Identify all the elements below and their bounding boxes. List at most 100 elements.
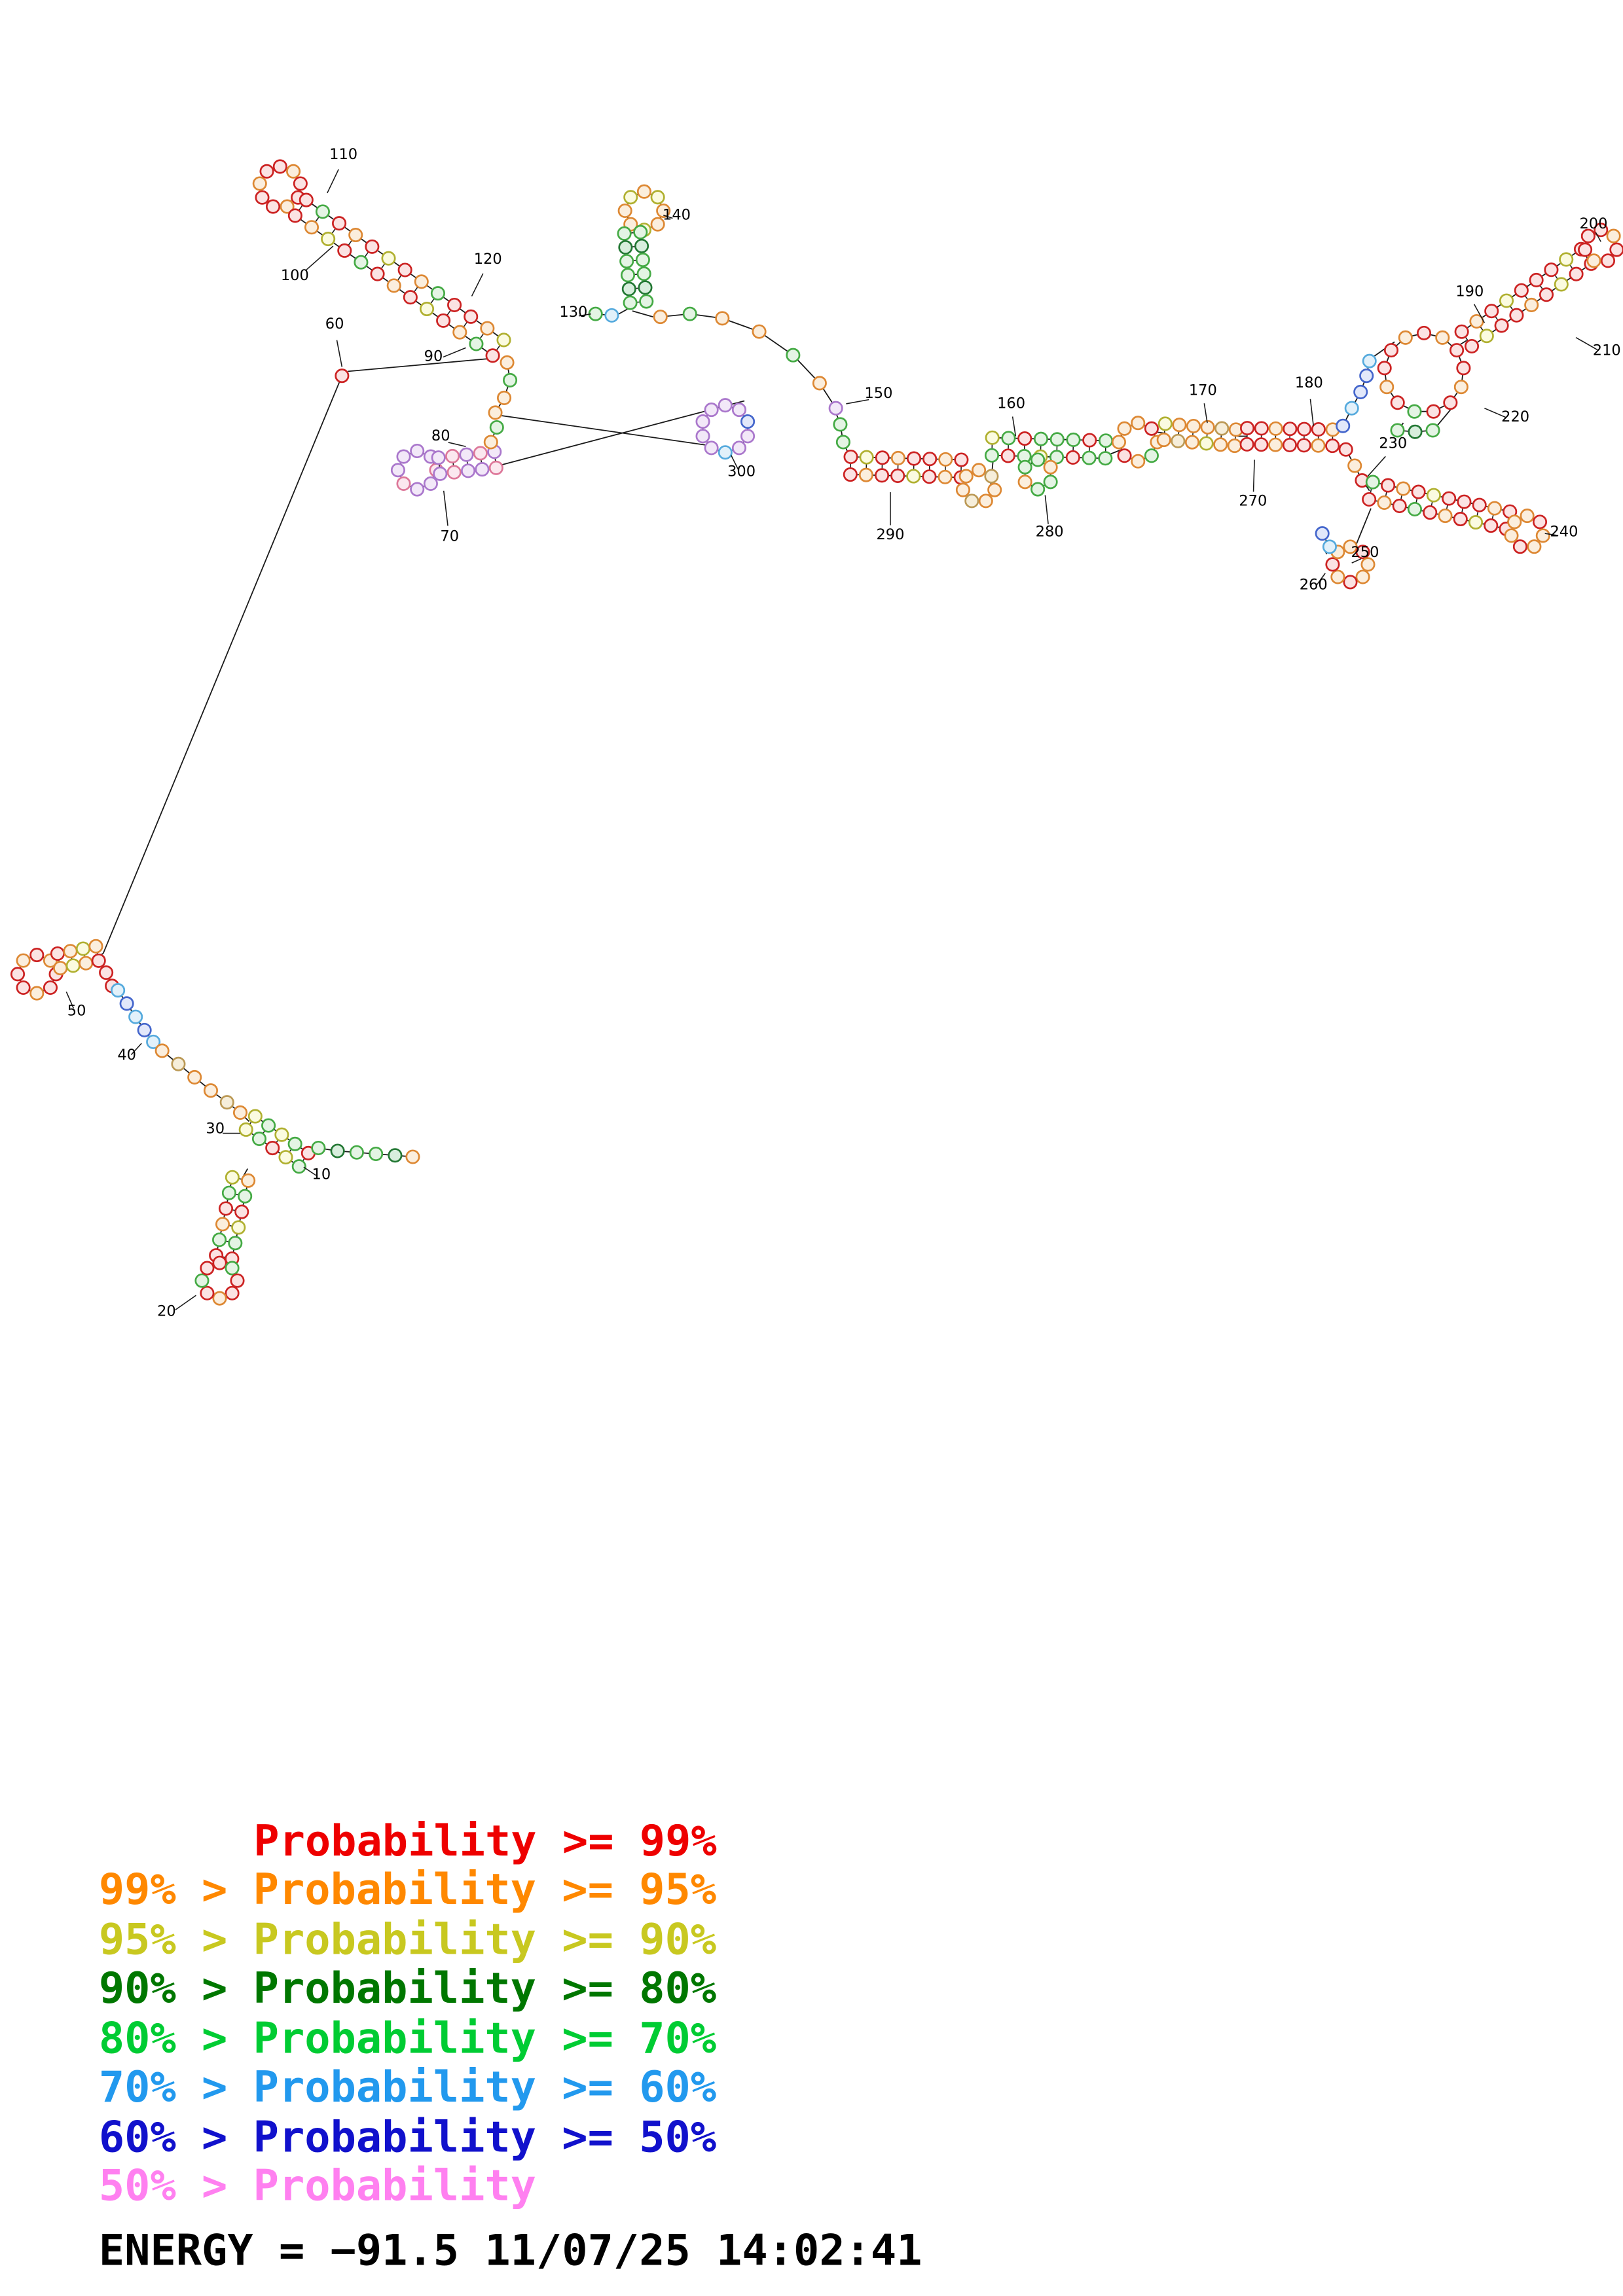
nucleotide-dot [623,190,638,205]
nucleotide-dot [228,1236,243,1251]
position-label: 220 [1501,408,1529,425]
nucleotide-dot [1398,330,1413,345]
nucleotide-dot [650,190,665,205]
position-label: 60 [325,315,344,332]
nucleotide-dot [639,294,654,309]
nucleotide-dot [203,1083,219,1098]
position-label: 260 [1300,577,1328,594]
nucleotide-dot [238,1189,253,1204]
nucleotide-dot [828,401,843,416]
nucleotide-dot [332,216,347,231]
position-label: 240 [1550,524,1578,541]
nucleotide-dot [497,390,512,405]
nucleotide-dot [1512,539,1527,554]
nucleotide-dot [938,452,953,467]
nucleotide-dot [1377,495,1392,511]
nucleotide-dot [1098,451,1113,466]
nucleotide-dot [234,1204,249,1219]
nucleotide-dot [1268,421,1283,436]
nucleotide-dot [488,405,503,420]
nucleotide-dot [1315,526,1330,541]
nucleotide-dot [272,159,287,174]
nucleotide-dot [403,290,418,305]
nucleotide-dot [704,403,719,418]
nucleotide-dot [1240,421,1255,436]
nucleotide-dot [410,443,425,459]
nucleotide-dot [1365,475,1380,490]
nucleotide-dot [1268,437,1283,452]
nucleotide-dot [1435,330,1450,345]
nucleotide-dot [349,1145,364,1160]
nucleotide-dot [370,266,385,281]
nucleotide-dot [958,469,974,484]
nucleotide-dot [1600,253,1616,268]
nucleotide-dot [1529,272,1544,287]
nucleotide-dot [414,274,429,289]
legend-entry-below: 50% > Probability [99,2161,536,2211]
nucleotide-dot [1535,528,1550,543]
nucleotide-dot [321,232,336,247]
nucleotide-dot [137,1022,152,1037]
nucleotide-dot [436,313,451,328]
nucleotide-dot [1383,343,1399,358]
nucleotide-dot [1438,508,1453,524]
position-label: 210 [1593,342,1621,359]
nucleotide-dot [53,961,68,976]
nucleotide-dot [1144,448,1159,463]
nucleotide-dot [890,450,905,465]
nucleotide-dot [1030,452,1046,467]
helix-element [617,224,654,310]
nucleotide-dot [1524,297,1539,312]
chain-element [653,306,843,416]
nucleotide-dot [1532,514,1548,529]
nucleotide-dot [1362,492,1377,507]
nucleotide-dot [835,435,850,450]
nucleotide-dot [954,452,969,467]
nucleotide-dot [1464,338,1480,354]
nucleotide-dot [1450,343,1465,358]
nucleotide-dot [265,1141,280,1156]
nucleotide-dot [16,980,31,996]
loop-element [1111,416,1165,469]
nucleotide-dot [1355,569,1370,584]
nucleotide-dot [91,953,106,968]
nucleotide-dot [128,1009,143,1024]
nucleotide-dot [1117,421,1132,436]
nucleotide-dot [1520,509,1535,524]
nucleotide-dot [386,278,401,293]
nucleotide-dot [146,1034,161,1049]
probability-legend: Probability >= 99% 99% > Probability >= … [99,1816,922,2276]
nucleotide-dot [16,953,31,968]
position-label: 150 [864,385,892,402]
position-label: 270 [1239,492,1267,509]
nucleotide-dot [1411,484,1426,499]
position-label: 200 [1579,215,1607,232]
nucleotide-dot [955,482,970,497]
position-label: 280 [1036,524,1064,541]
nucleotide-dot [1030,482,1046,497]
loop-element [10,948,64,1001]
nucleotide-dot [397,262,412,278]
nucleotide-dot [1082,433,1097,448]
loop-element [695,398,756,460]
nucleotide-dot [1186,418,1201,434]
nucleotide-dot [618,240,633,255]
nucleotide-dot [843,467,858,482]
nucleotide-dot [419,301,435,317]
nucleotide-dot [1043,475,1058,490]
nucleotide-dot [1456,361,1471,376]
nucleotide-dot [620,268,636,283]
nucleotide-dot [1311,422,1326,437]
nucleotide-dot [212,1255,227,1270]
nucleotide-dot [786,348,801,363]
position-label: 180 [1295,374,1323,391]
nucleotide-dot [740,429,756,444]
nucleotide-dot [1296,438,1311,453]
nucleotide-dot [1282,437,1297,453]
nucleotide-dot [1227,439,1242,454]
nucleotide-dot [1544,262,1559,278]
position-label: 70 [440,528,459,545]
helix-element [843,449,969,485]
nucleotide-dot [1158,416,1173,431]
legend-entry-90: 95% > Probability >= 90% [99,1915,716,1965]
